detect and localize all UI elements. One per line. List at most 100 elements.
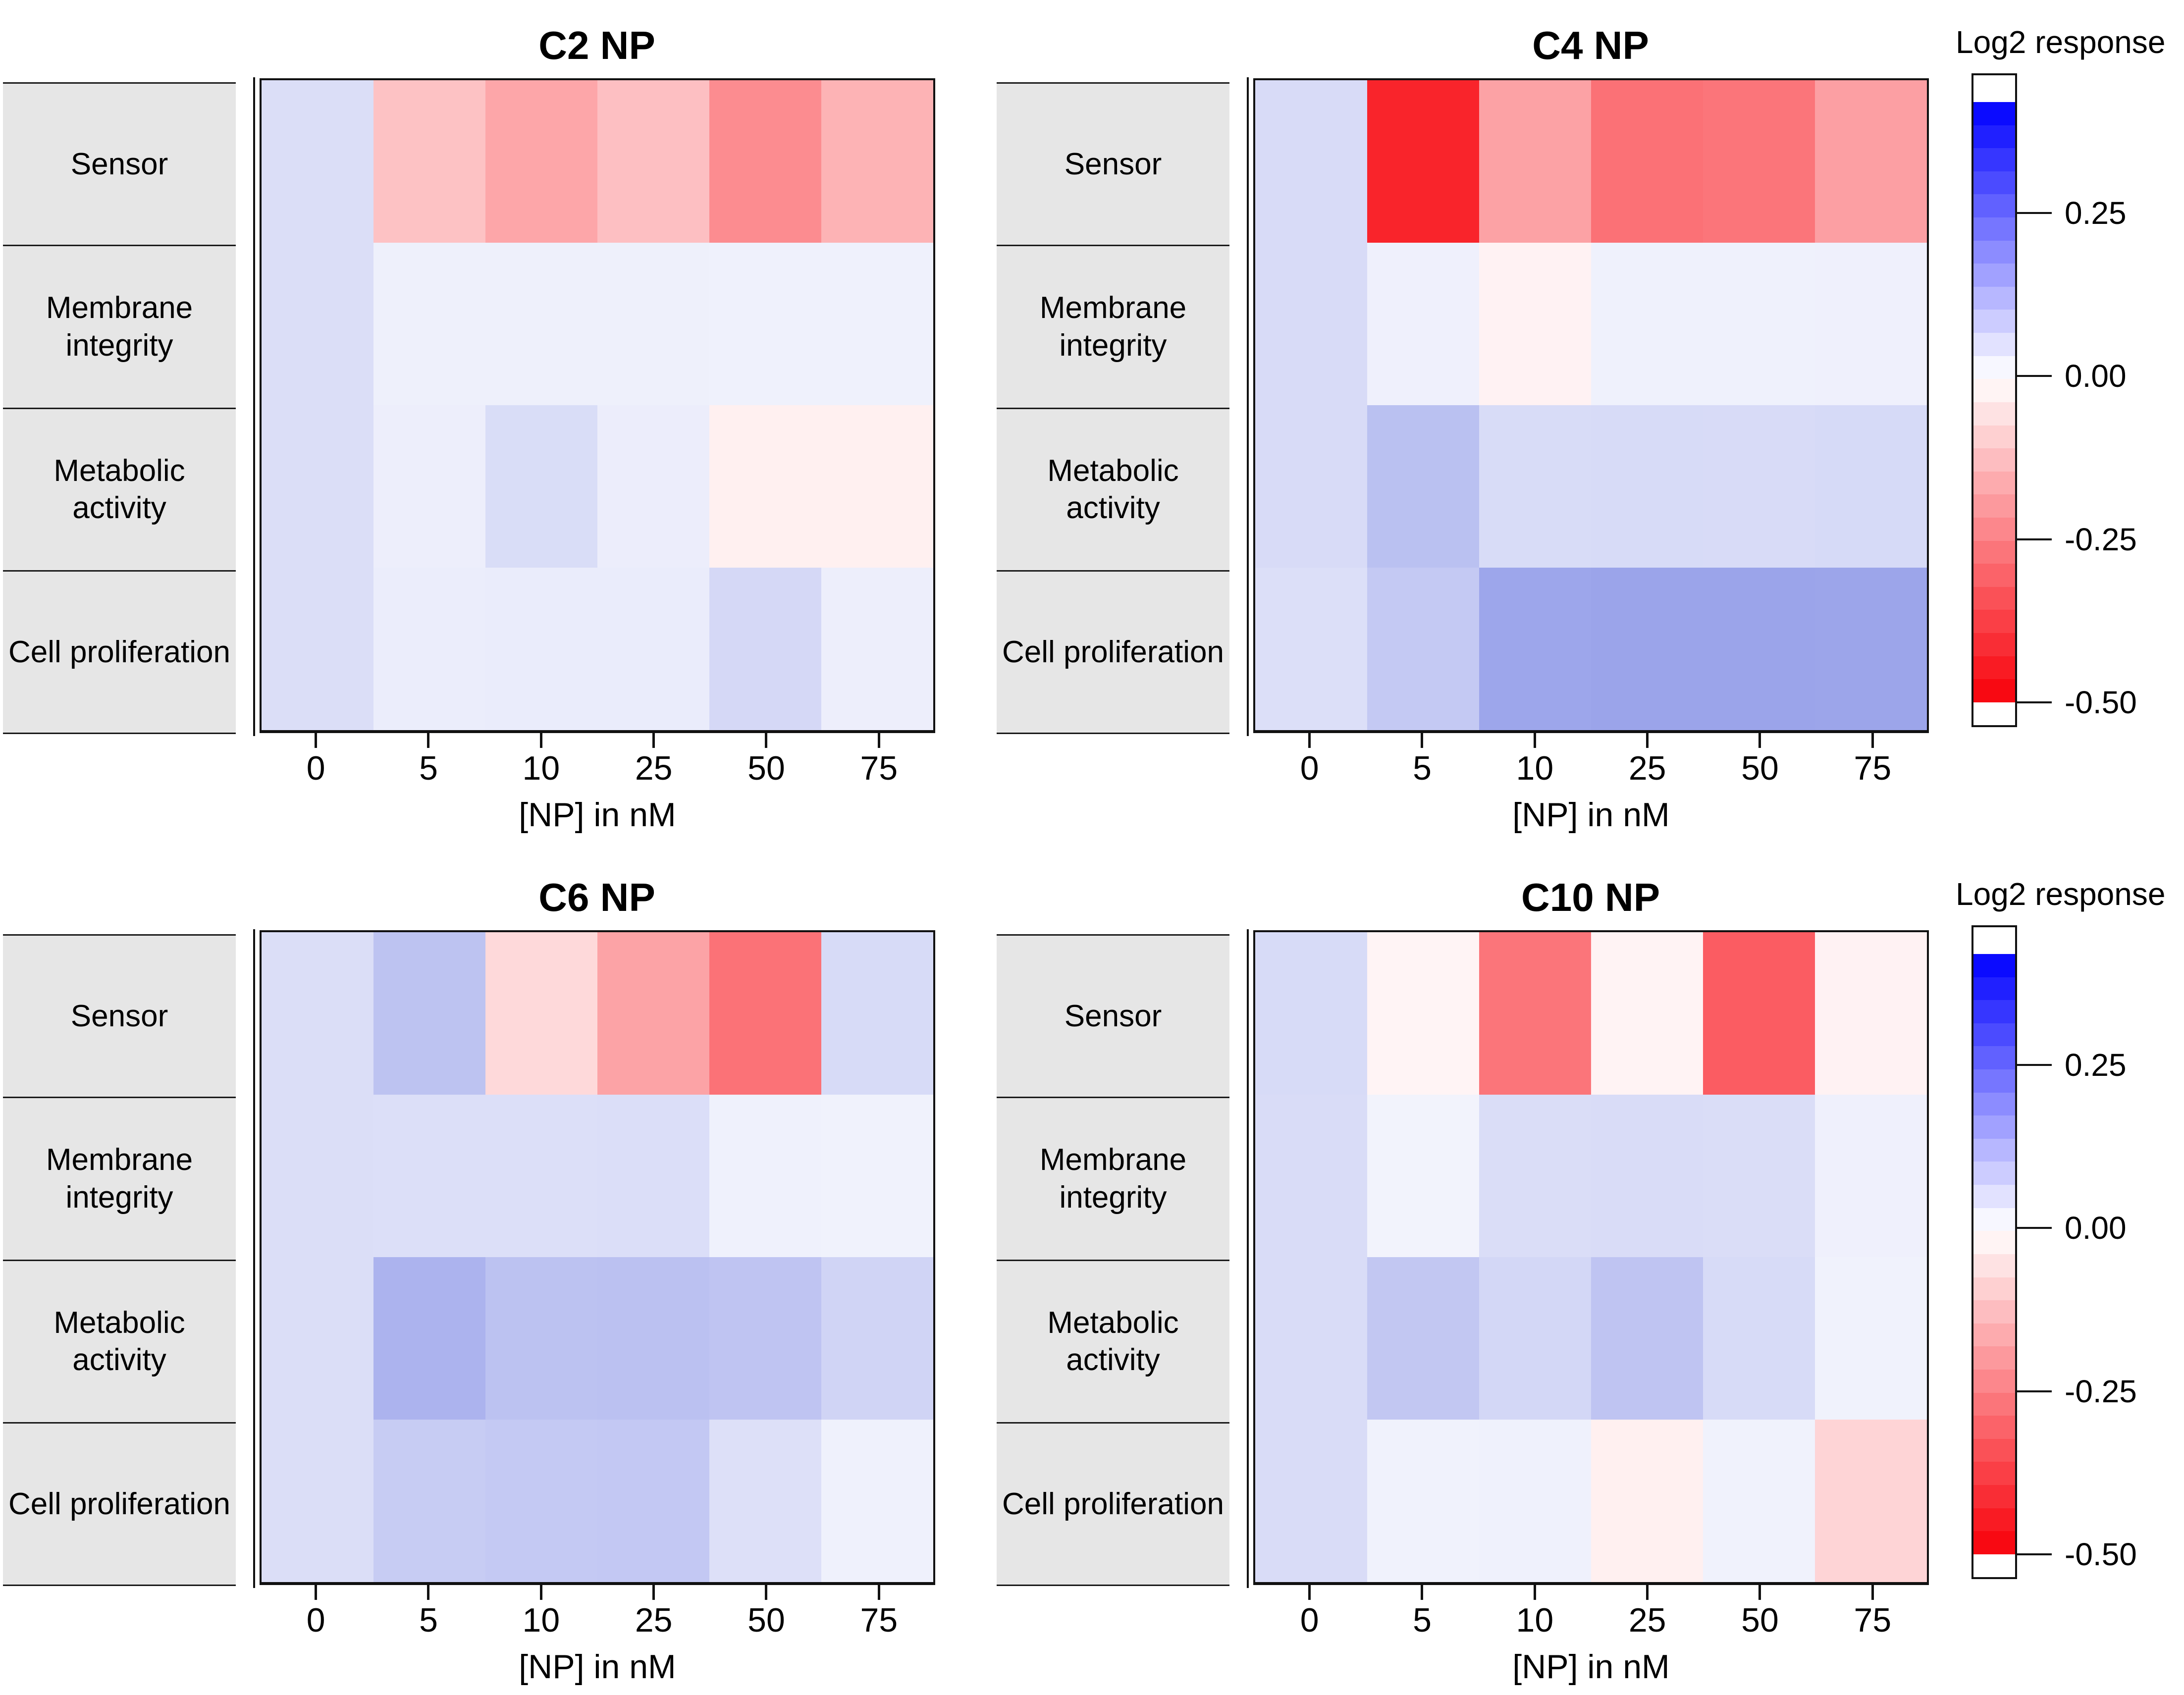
colorbar-band bbox=[1973, 1323, 2015, 1347]
heatmap-cell bbox=[373, 1257, 485, 1420]
heatmap-cell bbox=[1591, 1420, 1703, 1582]
heatmap-cell bbox=[485, 80, 597, 243]
heatmap-cell bbox=[1815, 243, 1927, 405]
heatmap-panel-c10: C10 NP Sensor Membrane integrity Metabolic… bbox=[997, 865, 1938, 1686]
heatmap-cell bbox=[709, 568, 821, 730]
heatmap-cell bbox=[1815, 932, 1927, 1095]
x-tick-label: 10 bbox=[522, 1601, 560, 1639]
x-tick-label: 50 bbox=[1741, 1601, 1779, 1639]
heatmap-cell bbox=[1703, 1257, 1815, 1420]
heatmap-panel-c2: C2 NP Sensor Membrane integrity Metabolic … bbox=[3, 13, 944, 834]
heatmap-grid bbox=[1253, 930, 1929, 1585]
colorbar-band bbox=[1973, 679, 2015, 702]
x-tick bbox=[1758, 733, 1761, 748]
heatmap-cell bbox=[1255, 243, 1367, 405]
colorbar-tick-label: -0.50 bbox=[2065, 1536, 2137, 1572]
x-tick bbox=[1871, 1585, 1874, 1600]
colorbar-tick bbox=[2015, 701, 2052, 703]
heatmap-cell bbox=[1255, 1095, 1367, 1257]
y-axis-line bbox=[253, 929, 255, 1588]
heatmap-cell bbox=[1591, 932, 1703, 1095]
row-label: Cell proliferation bbox=[997, 1422, 1229, 1585]
heatmap-cell bbox=[485, 243, 597, 405]
colorbar-tick-label: -0.25 bbox=[2065, 1373, 2137, 1409]
colorbar-band bbox=[1973, 1392, 2015, 1416]
x-tick bbox=[427, 1585, 430, 1600]
row-label: Metabolic activity bbox=[997, 1259, 1229, 1422]
colorbar-band bbox=[1973, 217, 2015, 241]
x-axis-tick-labels: 0 5 10 25 50 75 bbox=[260, 749, 935, 788]
heatmap-cell bbox=[709, 1095, 821, 1257]
heatmap-cell bbox=[597, 80, 709, 243]
colorbar-band bbox=[1973, 1208, 2015, 1231]
heatmap-cell bbox=[709, 243, 821, 405]
x-tick bbox=[1758, 1585, 1761, 1600]
heatmap-cell bbox=[1479, 1257, 1591, 1420]
heatmap-cell bbox=[485, 932, 597, 1095]
heatmap-cell bbox=[1815, 80, 1927, 243]
heatmap-cell bbox=[485, 405, 597, 568]
x-tick bbox=[1646, 1585, 1649, 1600]
colorbar-band bbox=[1973, 1346, 2015, 1370]
x-tick-label: 75 bbox=[1854, 749, 1892, 787]
colorbar-band bbox=[1973, 310, 2015, 333]
heatmap-cell bbox=[373, 80, 485, 243]
x-tick bbox=[877, 1585, 880, 1600]
heatmap-cell bbox=[709, 932, 821, 1095]
heatmap-cell bbox=[262, 405, 373, 568]
heatmap-cell bbox=[1367, 1095, 1479, 1257]
x-tick-label: 0 bbox=[1300, 749, 1319, 787]
colorbar-band bbox=[1973, 656, 2015, 680]
x-tick bbox=[539, 1585, 542, 1600]
colorbar-band bbox=[1973, 1369, 2015, 1393]
colorbar-legend-top: Log2 response 0.25 0.00 -0.25 -0.50 bbox=[1956, 20, 2184, 727]
plot-area: 0 5 10 25 50 75 [NP] in nM bbox=[253, 929, 935, 1686]
colorbar-band bbox=[1973, 1092, 2015, 1116]
colorbar-band bbox=[1973, 1138, 2015, 1162]
x-tick-label: 5 bbox=[1413, 749, 1432, 787]
row-label: Metabolic activity bbox=[3, 407, 236, 570]
colorbar-band bbox=[1973, 425, 2015, 449]
colorbar-tick bbox=[2015, 1227, 2052, 1229]
colorbar-band bbox=[1973, 1115, 2015, 1139]
x-tick bbox=[877, 733, 880, 748]
x-tick-label: 25 bbox=[635, 1601, 673, 1639]
chart-title: C4 NP bbox=[1532, 23, 1649, 67]
heatmap-cell bbox=[262, 243, 373, 405]
heatmap-cell bbox=[1703, 80, 1815, 243]
colorbar-band bbox=[1973, 1277, 2015, 1301]
chart-body: Sensor Membrane integrity Metabolic activi… bbox=[3, 77, 944, 834]
colorbar-bands bbox=[1973, 954, 2015, 1554]
x-tick bbox=[1421, 1585, 1424, 1600]
heatmap-cell bbox=[1367, 568, 1479, 730]
heatmap-cell bbox=[1479, 405, 1591, 568]
heatmap-cell bbox=[373, 1420, 485, 1582]
heatmap-cell bbox=[373, 1095, 485, 1257]
x-tick bbox=[652, 1585, 655, 1600]
heatmap-cell bbox=[1479, 1420, 1591, 1582]
x-axis-title: [NP] in nM bbox=[1512, 1648, 1670, 1686]
colorbar-band bbox=[1973, 517, 2015, 541]
chart-body: Sensor Membrane integrity Metabolic activi… bbox=[997, 77, 1938, 834]
plot-area: 0 5 10 25 50 75 [NP] in nM bbox=[1247, 929, 1929, 1686]
colorbar-band bbox=[1973, 1485, 2015, 1508]
heatmap-cell bbox=[597, 568, 709, 730]
colorbar-title: Log2 response bbox=[1956, 876, 2166, 912]
heatmap-cell bbox=[821, 568, 933, 730]
x-tick-label: 0 bbox=[306, 749, 325, 787]
row-label: Metabolic activity bbox=[997, 407, 1229, 570]
heatmap-grid bbox=[1253, 78, 1929, 733]
heatmap-cell bbox=[485, 1420, 597, 1582]
heatmap-cell bbox=[485, 568, 597, 730]
colorbar-tick bbox=[2015, 1063, 2052, 1066]
heatmap-cell bbox=[1367, 405, 1479, 568]
row-label-column: Sensor Membrane integrity Metabolic activi… bbox=[3, 934, 236, 1586]
colorbar-cap-top bbox=[1973, 75, 2015, 102]
x-axis-ticks bbox=[1253, 733, 1929, 749]
heatmap-cell bbox=[821, 405, 933, 568]
x-tick bbox=[315, 1585, 318, 1600]
heatmap-cell bbox=[373, 568, 485, 730]
colorbar-band bbox=[1973, 379, 2015, 402]
heatmap-cell bbox=[1479, 243, 1591, 405]
